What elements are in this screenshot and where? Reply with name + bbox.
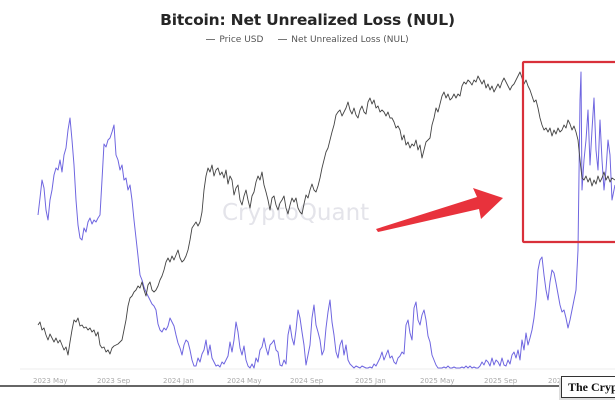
publisher-badge: The Crypto [561,376,615,398]
x-tick-label: 2025 Jan [355,377,386,385]
x-tick-label: 2024 Sep [290,377,324,385]
x-axis-ticks: 2023 May 2023 Sep 2024 Jan 2024 May 2024… [33,377,579,385]
chart-legend: Price USD Net Unrealized Loss (NUL) [0,35,615,45]
x-tick-label: 2024 Jan [163,377,194,385]
legend-label-nul: Net Unrealized Loss (NUL) [291,35,409,45]
red-arrow-icon [376,188,503,232]
x-tick-label: 2025 May [420,377,455,385]
x-tick-label: 2025 Sep [484,377,518,385]
series-price-line [37,71,615,356]
legend-item-nul[interactable]: Net Unrealized Loss (NUL) [278,35,409,45]
x-tick-label: 2023 May [33,377,68,385]
x-tick-label: 2024 May [227,377,262,385]
legend-swatch-nul [278,39,288,40]
chart-title: Bitcoin: Net Unrealized Loss (NUL) [160,11,455,29]
legend-swatch-price [206,39,216,40]
legend-item-price[interactable]: Price USD [206,35,263,45]
watermark-text: CryptoQuant [222,200,369,226]
x-tick-label: 2023 Sep [97,377,131,385]
highlight-box [521,60,615,244]
legend-label-price: Price USD [219,35,264,45]
series-nul-line [37,71,615,369]
